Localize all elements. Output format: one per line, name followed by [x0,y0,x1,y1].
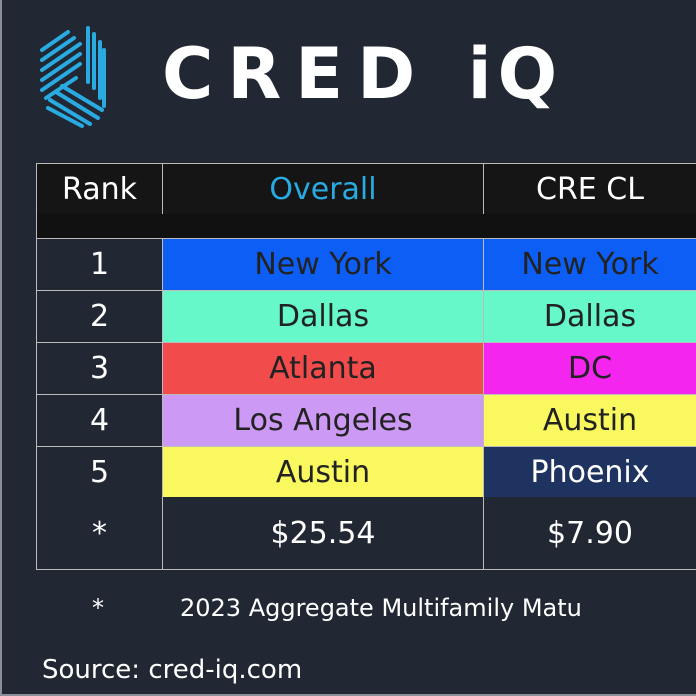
cre-cell: New York [484,239,696,291]
total-row: * $25.54 $7.90 [36,497,696,570]
overall-cell: Atlanta [163,343,484,395]
header-overall: Overall [163,164,484,215]
table-row: 5 Austin Phoenix [36,447,696,499]
rank-cell: 3 [36,343,163,395]
rank-cell: 4 [36,395,163,447]
footnote-marker: * [92,594,104,622]
brand-iq: iQ [467,33,564,115]
cre-cell: Austin [484,395,696,447]
footnote-text: 2023 Aggregate Multifamily Matu [180,594,582,622]
spacer-row [36,214,696,239]
cre-cell: DC [484,343,696,395]
overall-cell: Austin [163,447,484,499]
cred-iq-logo-icon [40,26,106,128]
table-row: 2 Dallas Dallas [36,291,696,343]
total-marker: * [36,497,163,570]
total-cre: $7.90 [484,497,696,570]
rank-cell: 5 [36,447,163,499]
source-text: Source: cred-iq.com [42,655,303,685]
total-overall: $25.54 [163,497,484,570]
header-row: Rank Overall CRE CL [36,163,696,215]
overall-cell: Dallas [163,291,484,343]
rank-cell: 2 [36,291,163,343]
table-row: 3 Atlanta DC [36,343,696,395]
cre-cell: Dallas [484,291,696,343]
header-rank: Rank [36,164,163,215]
overall-cell: Los Angeles [163,395,484,447]
brand-word: CRED [162,33,430,115]
table-row: 1 New York New York [36,239,696,291]
rank-cell: 1 [36,239,163,291]
brand-wordmark: CRED iQ [162,36,563,112]
footnote: * 2023 Aggregate Multifamily Matu [92,594,582,622]
table-row: 4 Los Angeles Austin [36,395,696,447]
overall-cell: New York [163,239,484,291]
cre-cell: Phoenix [484,447,696,499]
header-cre: CRE CL [484,164,696,215]
